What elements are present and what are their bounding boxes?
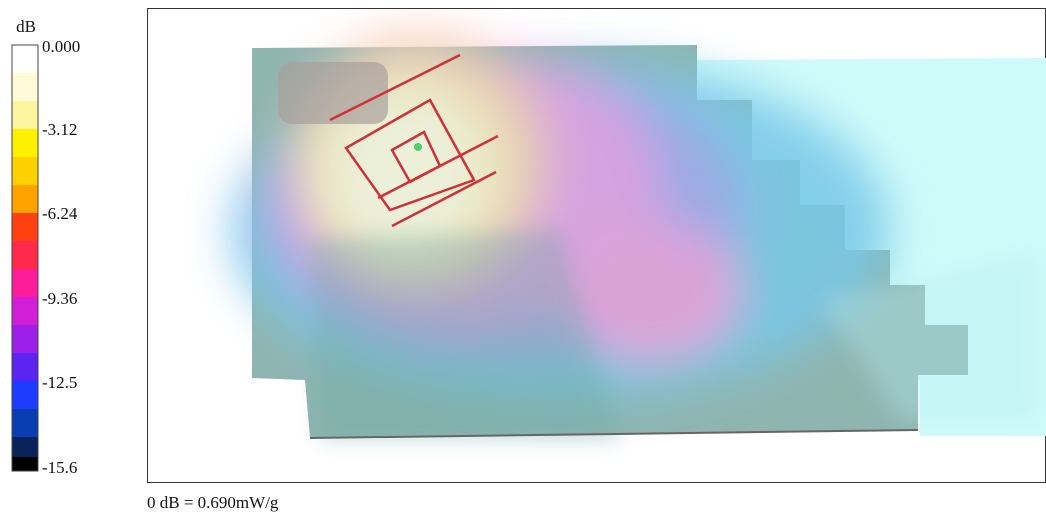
colorbar (11, 44, 39, 472)
colorbar-tick: -3.12 (42, 120, 77, 139)
footnote: 0 dB = 0.690mW/g (147, 493, 279, 512)
colorbar-tick: -9.36 (42, 289, 77, 308)
colorbar-tick: -12.5 (42, 373, 77, 392)
colorbar-tick: -6.24 (42, 204, 78, 223)
colorbar-unit: dB (16, 17, 36, 36)
colorbar-tick: 0.000 (42, 37, 80, 56)
sar-field (230, 30, 1046, 440)
colorbar-tick: -15.6 (42, 458, 77, 477)
